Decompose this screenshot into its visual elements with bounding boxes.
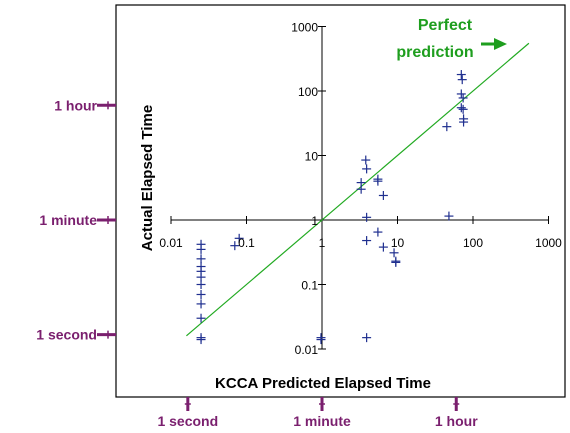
y-tick-label: 100 xyxy=(298,85,318,99)
data-point xyxy=(196,335,206,345)
data-point xyxy=(196,313,206,323)
data-point xyxy=(196,244,206,254)
data-point xyxy=(442,122,452,132)
y-annotation-label: 1 second xyxy=(36,327,97,343)
arrow-right-icon xyxy=(481,38,507,50)
data-point xyxy=(378,242,388,252)
plot-frame xyxy=(115,4,566,398)
y-tick-label: 0.01 xyxy=(295,343,319,357)
x-tick-label: 1 xyxy=(319,236,326,250)
data-point xyxy=(456,89,466,99)
x-annotations: 1 second 1 minute 1 hour xyxy=(157,397,478,429)
data-point xyxy=(234,233,244,243)
y-tick-label: 1000 xyxy=(291,21,318,35)
data-point xyxy=(362,333,372,343)
data-points xyxy=(196,70,469,345)
x-tick-label: 0.01 xyxy=(159,236,183,250)
data-point xyxy=(459,117,469,127)
data-point xyxy=(458,104,468,114)
x-tick-label: 1000 xyxy=(535,236,562,250)
tick-labels: 0.01 0.1 1 10 100 1000 0.01 0.1 1 10 100 1000 xyxy=(159,21,562,358)
perfect-prediction-label: Perfect prediction xyxy=(396,17,507,61)
y-axis-title: Actual Elapsed Time xyxy=(139,105,156,251)
data-point xyxy=(444,211,454,221)
data-point xyxy=(362,212,372,222)
data-point xyxy=(196,280,206,289)
data-point xyxy=(457,75,467,85)
y-annotation-label: 1 hour xyxy=(54,97,97,113)
data-point xyxy=(373,176,383,186)
x-annotation-label: 1 second xyxy=(157,413,218,429)
data-point xyxy=(389,248,399,258)
data-point xyxy=(362,164,372,174)
x-axis-title: KCCA Predicted Elapsed Time xyxy=(215,375,431,392)
data-point xyxy=(230,241,240,251)
data-point xyxy=(391,257,401,267)
data-point xyxy=(196,289,206,299)
y-tick-label: 10 xyxy=(305,150,319,164)
data-point xyxy=(356,184,366,194)
data-point xyxy=(196,254,206,264)
data-point xyxy=(456,103,466,113)
data-point xyxy=(316,335,326,345)
axes xyxy=(170,26,549,350)
data-point xyxy=(456,70,466,80)
x-annotation-label: 1 minute xyxy=(293,413,351,429)
data-point xyxy=(362,236,372,246)
data-point xyxy=(196,299,206,309)
x-annotation-label: 1 hour xyxy=(435,413,478,429)
data-point xyxy=(373,227,383,237)
data-point xyxy=(458,93,468,103)
y-tick-label: 0.1 xyxy=(301,279,318,293)
y-annotation-label: 1 minute xyxy=(39,212,97,228)
x-tick-label: 10 xyxy=(391,236,405,250)
y-tick-label: 1 xyxy=(311,214,318,228)
data-point xyxy=(361,155,371,165)
perfect-prediction-label-line2: prediction xyxy=(396,44,473,61)
data-point xyxy=(378,190,388,200)
perfect-prediction-label-line1: Perfect xyxy=(418,17,473,34)
x-tick-label: 0.1 xyxy=(238,236,255,250)
x-tick-label: 100 xyxy=(463,236,483,250)
y-annotations: 1 hour 1 minute 1 second xyxy=(36,97,116,343)
